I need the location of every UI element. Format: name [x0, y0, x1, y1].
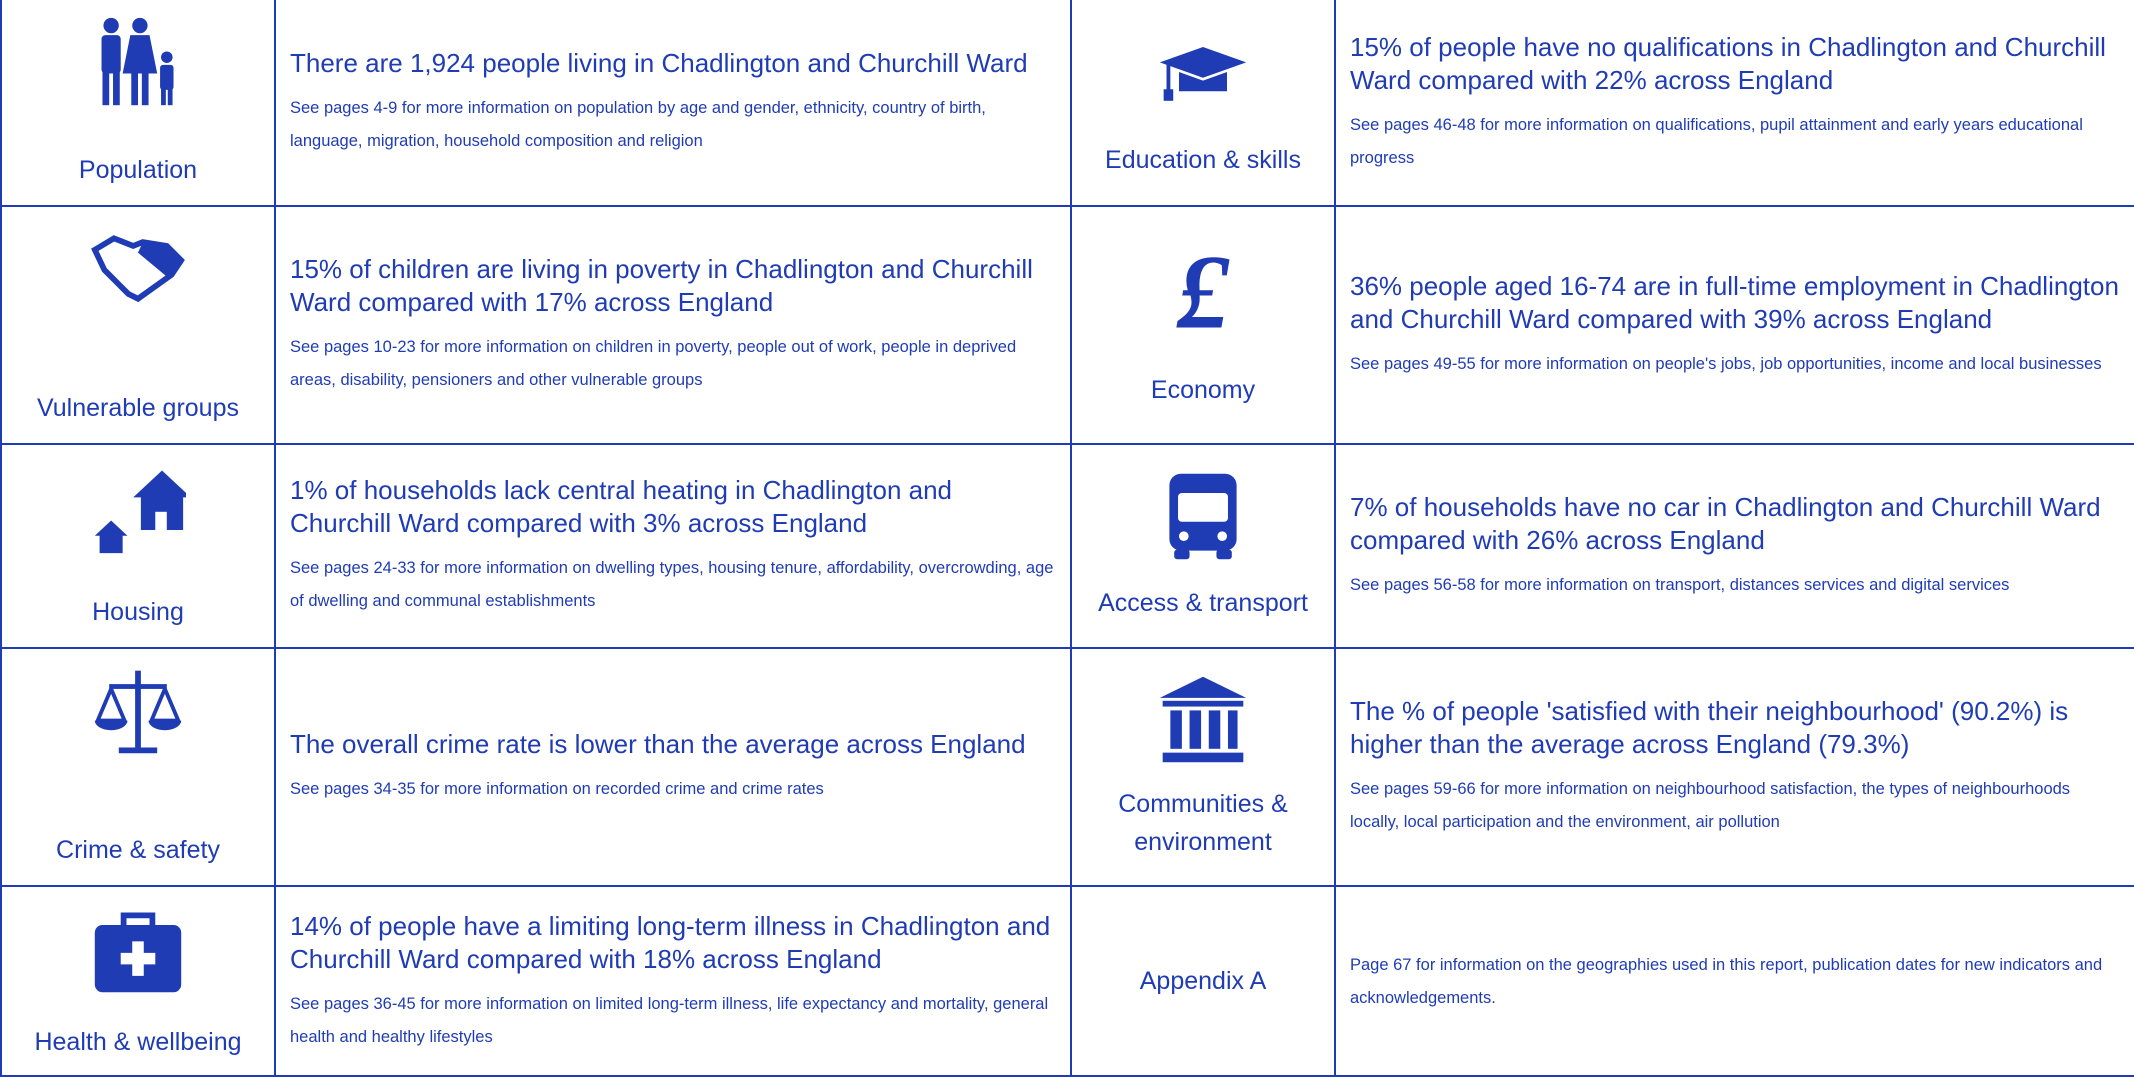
detail: See pages 10-23 for more information on … [290, 338, 1017, 389]
section-label: Vulnerable groups [37, 394, 239, 422]
headline: 36% people aged 16-74 are in full-time e… [1350, 270, 2119, 334]
text-cell: 15% of people have no qualifications in … [1336, 0, 2134, 207]
text-cell: 36% people aged 16-74 are in full-time e… [1336, 207, 2134, 445]
icon-cell: Vulnerable groups [2, 207, 276, 445]
detail: See pages 36-45 for more information on … [290, 995, 1049, 1046]
icon-cell: Appendix A [1072, 887, 1336, 1077]
icon-cell: £ Economy [1072, 207, 1336, 445]
section-label: Appendix A [1139, 967, 1267, 995]
detail: See pages 56-58 for more information on … [1350, 575, 2010, 594]
icon [91, 235, 185, 303]
section-label: Economy [1150, 376, 1256, 404]
section-label: Housing [92, 598, 184, 626]
text-cell: 14% of people have a limiting long-term … [276, 887, 1072, 1077]
headline: The overall crime rate is lower than the… [290, 729, 1026, 759]
icon-cell: Access & transport [1072, 445, 1336, 649]
detail: See pages 24-33 for more information on … [290, 559, 1054, 610]
section-label: Crime & safety [56, 836, 220, 864]
headline: 15% of people have no qualifications in … [1350, 31, 2106, 95]
text-cell: The overall crime rate is lower than the… [276, 649, 1072, 887]
detail: See pages 34-35 for more information on … [290, 780, 824, 798]
icon-cell: Education & skills [1072, 0, 1336, 207]
section-label: Health & wellbeing [34, 1028, 242, 1056]
icon [94, 470, 186, 554]
section-label: Population [78, 156, 198, 184]
icon-cell: Population [2, 0, 276, 207]
detail: See pages 46-48 for more information on … [1350, 115, 2083, 167]
text-cell: The % of people 'satisfied with their ne… [1336, 649, 2134, 887]
svg-text:£: £ [1176, 239, 1230, 335]
headline: 15% of children are living in poverty in… [290, 254, 1033, 317]
headline: 7% of households have no car in Chadling… [1350, 491, 2101, 555]
section-label: Education & skills [1105, 145, 1301, 174]
section-label: Communities & environment [1118, 789, 1288, 856]
detail: See pages 49-55 for more information on … [1350, 354, 2102, 373]
text-cell: 15% of children are living in poverty in… [276, 207, 1072, 445]
icon-cell: Health & wellbeing [2, 887, 276, 1077]
icon [101, 17, 174, 106]
icon [1159, 676, 1247, 762]
icon [94, 670, 182, 754]
text-cell: Page 67 for information on the geographi… [1336, 887, 2134, 1077]
detail: Page 67 for information on the geographi… [1350, 956, 2103, 1007]
section-label: Access & transport [1098, 588, 1308, 617]
icon [1159, 47, 1247, 102]
text-cell: There are 1,924 people living in Chadlin… [276, 0, 1072, 207]
headline: 14% of people have a limiting long-term … [290, 911, 1051, 974]
icon-cell: Communities & environment [1072, 649, 1336, 887]
headline: There are 1,924 people living in Chadlin… [290, 48, 1028, 78]
icon: £ [1176, 239, 1230, 335]
detail: See pages 4-9 for more information on po… [290, 99, 986, 150]
detail: See pages 59-66 for more information on … [1350, 780, 2071, 831]
icon [1169, 473, 1237, 559]
headline: The % of people 'satisfied with their ne… [1350, 696, 2069, 759]
text-cell: 7% of households have no car in Chadling… [1336, 445, 2134, 649]
icon-cell: Housing [2, 445, 276, 649]
headline: 1% of households lack central heating in… [290, 475, 953, 538]
icon [94, 912, 182, 993]
icon-cell: Crime & safety [2, 649, 276, 887]
text-cell: 1% of households lack central heating in… [276, 445, 1072, 649]
